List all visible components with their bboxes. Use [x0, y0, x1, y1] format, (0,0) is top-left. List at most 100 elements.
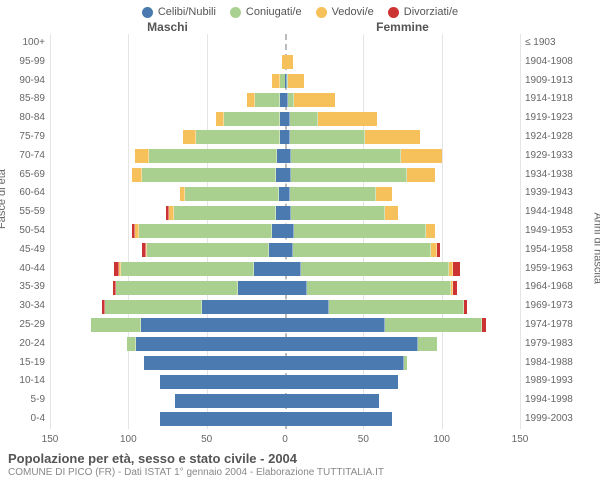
age-tick: 85-89 — [0, 90, 45, 109]
female-bar — [285, 243, 520, 257]
pyramid-row — [50, 34, 520, 53]
male-header: Maschi — [50, 20, 285, 34]
female-bar — [285, 149, 520, 163]
male-bar — [50, 149, 285, 163]
male-bar — [50, 55, 285, 69]
birth-tick: 1914-1918 — [525, 90, 600, 109]
segment-celibi — [285, 375, 398, 389]
segment-vedovi — [407, 168, 435, 182]
age-tick: 100+ — [0, 34, 45, 53]
segment-divorziati — [482, 318, 485, 332]
segment-celibi — [141, 318, 285, 332]
segment-celibi — [285, 224, 294, 238]
segment-celibi — [285, 243, 293, 257]
age-tick: 0-4 — [0, 410, 45, 429]
segment-celibi — [238, 281, 285, 295]
legend-item: Divorziati/e — [388, 6, 458, 18]
segment-vedovi — [294, 93, 335, 107]
male-bar — [50, 130, 285, 144]
male-bar — [50, 224, 285, 238]
birth-tick: 1904-1908 — [525, 53, 600, 72]
segment-celibi — [285, 281, 307, 295]
bars-area: 15010050050100150 — [50, 34, 520, 429]
segment-celibi — [285, 300, 329, 314]
female-bar — [285, 224, 520, 238]
pyramid-row — [50, 184, 520, 203]
segment-coniugati — [291, 168, 407, 182]
legend: Celibi/NubiliConiugati/eVedovi/eDivorzia… — [0, 0, 600, 20]
pyramid-chart: Fasce di età Anni di nascita 100+95-9990… — [0, 34, 600, 429]
male-bar — [50, 93, 285, 107]
female-bar — [285, 337, 520, 351]
age-axis: 100+95-9990-9485-8980-8475-7970-7465-696… — [0, 34, 50, 429]
male-bar — [50, 356, 285, 370]
female-bar — [285, 168, 520, 182]
birth-axis: ≤ 19031904-19081909-19131914-19181919-19… — [520, 34, 600, 429]
segment-coniugati — [291, 206, 385, 220]
segment-coniugati — [418, 337, 437, 351]
segment-coniugati — [116, 281, 238, 295]
pyramid-row — [50, 354, 520, 373]
pyramid-row — [50, 203, 520, 222]
birth-tick: ≤ 1903 — [525, 34, 600, 53]
female-bar — [285, 375, 520, 389]
segment-celibi — [160, 412, 285, 426]
birth-tick: 1924-1928 — [525, 128, 600, 147]
male-bar — [50, 412, 285, 426]
segment-celibi — [277, 149, 285, 163]
female-bar — [285, 318, 520, 332]
right-axis-title: Anni di nascita — [592, 212, 600, 284]
pyramid-row — [50, 372, 520, 391]
pyramid-row — [50, 297, 520, 316]
segment-coniugati — [293, 243, 431, 257]
birth-tick: 1954-1958 — [525, 241, 600, 260]
segment-celibi — [285, 412, 392, 426]
female-bar — [285, 281, 520, 295]
pyramid-row — [50, 222, 520, 241]
legend-dot-icon — [230, 7, 241, 18]
segment-celibi — [202, 300, 285, 314]
legend-item: Vedovi/e — [316, 6, 374, 18]
female-bar — [285, 394, 520, 408]
pyramid-row — [50, 391, 520, 410]
male-bar — [50, 243, 285, 257]
birth-tick: 1994-1998 — [525, 391, 600, 410]
segment-coniugati — [185, 187, 279, 201]
segment-coniugati — [307, 281, 451, 295]
age-tick: 90-94 — [0, 72, 45, 91]
segment-coniugati — [224, 112, 280, 126]
segment-celibi — [285, 356, 404, 370]
segment-celibi — [285, 262, 301, 276]
age-tick: 35-39 — [0, 278, 45, 297]
birth-tick: 1934-1938 — [525, 166, 600, 185]
pyramid-row — [50, 316, 520, 335]
age-tick: 15-19 — [0, 354, 45, 373]
segment-coniugati — [127, 337, 136, 351]
segment-celibi — [136, 337, 285, 351]
male-bar — [50, 375, 285, 389]
female-bar — [285, 412, 520, 426]
footer: Popolazione per età, sesso e stato civil… — [0, 429, 600, 478]
female-bar — [285, 187, 520, 201]
male-bar — [50, 394, 285, 408]
segment-vedovi — [376, 187, 392, 201]
pyramid-row — [50, 260, 520, 279]
legend-dot-icon — [388, 7, 399, 18]
segment-celibi — [254, 262, 285, 276]
female-bar — [285, 300, 520, 314]
legend-label: Divorziati/e — [404, 6, 458, 18]
segment-celibi — [276, 168, 285, 182]
pyramid-row — [50, 147, 520, 166]
birth-tick: 1989-1993 — [525, 372, 600, 391]
segment-celibi — [285, 337, 418, 351]
segment-vedovi — [385, 206, 398, 220]
birth-tick: 1959-1963 — [525, 260, 600, 279]
segment-coniugati — [147, 243, 269, 257]
age-tick: 40-44 — [0, 260, 45, 279]
female-bar — [285, 74, 520, 88]
segment-vedovi — [318, 112, 378, 126]
segment-vedovi — [285, 55, 293, 69]
male-bar — [50, 281, 285, 295]
segment-coniugati — [404, 356, 407, 370]
segment-coniugati — [174, 206, 276, 220]
